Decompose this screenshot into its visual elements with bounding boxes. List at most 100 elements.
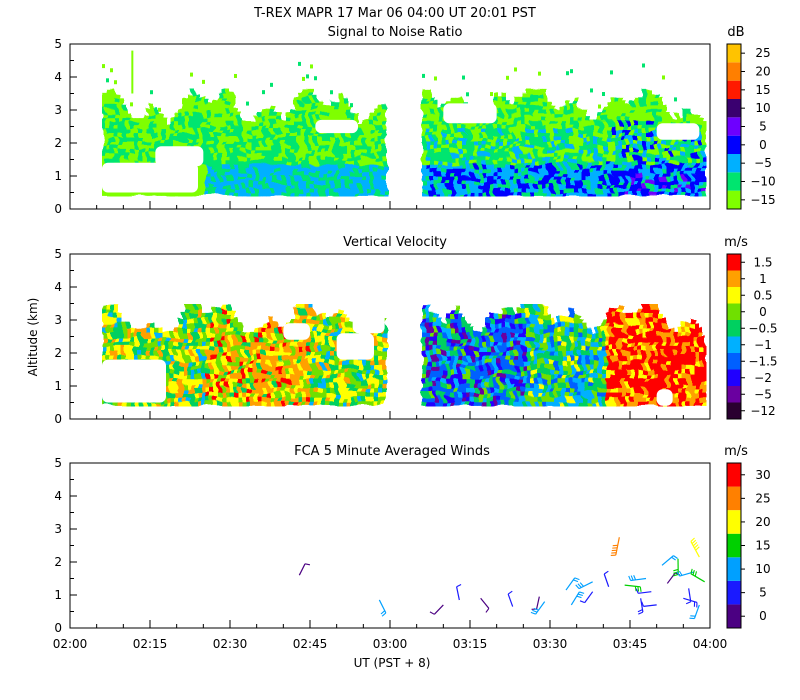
snr-cell [218, 168, 223, 173]
snr-cell [642, 108, 647, 114]
snr-cell [302, 140, 307, 145]
snr-cell [582, 152, 587, 157]
velocity-cell [458, 396, 463, 402]
snr-cell [694, 120, 699, 126]
snr-cell [126, 132, 131, 137]
snr-cell [334, 100, 339, 106]
snr-cell [526, 124, 531, 130]
snr-cell [542, 148, 547, 153]
velocity-cell [210, 368, 215, 375]
snr-cell [538, 148, 543, 153]
snr-cell [618, 116, 623, 122]
velocity-cell [190, 318, 195, 324]
snr-cell [130, 191, 135, 197]
snr-cell [470, 164, 475, 169]
snr-cell [214, 100, 219, 106]
snr-cell [222, 176, 227, 181]
snr-cell [170, 120, 175, 126]
snr-cell [314, 183, 319, 189]
velocity-cell [438, 336, 443, 342]
snr-cell [542, 152, 547, 157]
velocity-cell [286, 341, 291, 347]
snr-cell [234, 116, 239, 122]
snr-cell [258, 116, 263, 122]
velocity-cell [166, 382, 171, 388]
snr-cell [498, 108, 503, 114]
snr-cell [282, 156, 287, 161]
velocity-cell [282, 350, 287, 356]
velocity-cell [282, 336, 287, 342]
snr-cell [114, 160, 119, 165]
snr-cell [454, 156, 459, 161]
velocity-cell [258, 354, 263, 361]
snr-cell [426, 164, 431, 169]
snr-cell [426, 140, 431, 145]
snr-cell [202, 148, 207, 153]
snr-cell [558, 179, 563, 185]
snr-cell [302, 108, 307, 114]
snr-cell [370, 179, 375, 185]
velocity-cell [230, 368, 235, 375]
velocity-cell [238, 336, 243, 342]
velocity-cell [454, 382, 459, 388]
velocity-cell [438, 364, 443, 370]
velocity-cell [198, 401, 203, 407]
snr-cell [514, 156, 519, 161]
velocity-cell [222, 359, 227, 365]
snr-cell [530, 160, 535, 165]
snr-cell [466, 164, 471, 169]
velocity-cell [210, 327, 215, 333]
snr-cell [246, 183, 251, 189]
snr-cell [378, 172, 383, 177]
snr-cell [574, 148, 579, 153]
snr-cell [550, 132, 555, 137]
snr-cell [526, 191, 531, 197]
velocity-cell [106, 345, 111, 351]
snr-cell [486, 156, 491, 161]
snr-cell [430, 156, 435, 161]
velocity-cell [454, 313, 459, 319]
snr-cell [578, 191, 583, 197]
snr-cell [574, 164, 579, 169]
velocity-cell [178, 373, 183, 379]
velocity-cell [358, 391, 363, 398]
snr-cell [262, 191, 267, 197]
snr-cell [426, 112, 431, 118]
velocity-cell [190, 368, 195, 375]
snr-cell [526, 152, 531, 157]
snr-cell [370, 132, 375, 137]
velocity-cell [162, 401, 167, 407]
snr-cell [674, 112, 679, 118]
velocity-cell [130, 354, 135, 361]
snr-cell [506, 160, 511, 165]
snr-cell [582, 116, 587, 122]
snr-cell [682, 156, 687, 161]
velocity-cell [466, 382, 471, 388]
snr-cell [370, 176, 375, 181]
snr-cell [234, 183, 239, 189]
snr-cell [638, 148, 643, 153]
snr-cell [158, 120, 163, 126]
velocity-cell [174, 368, 179, 375]
snr-cell [422, 132, 427, 137]
snr-cell [266, 120, 271, 126]
snr-cell [246, 168, 251, 173]
colorbar-frame [726, 43, 742, 210]
snr-cell [474, 156, 479, 161]
snr-cell [650, 168, 655, 173]
snr-cell [562, 152, 567, 157]
snr-cell [470, 160, 475, 165]
snr-cell [314, 164, 319, 169]
snr-cell [542, 96, 547, 102]
snr-cell [382, 148, 387, 153]
snr-cell [342, 156, 347, 161]
snr-cell [354, 112, 359, 118]
velocity-cell [170, 387, 175, 393]
snr-cell [654, 112, 659, 118]
snr-cell [374, 108, 379, 114]
snr-cell [226, 120, 231, 126]
snr-cell [514, 152, 519, 157]
snr-cell [526, 183, 531, 189]
snr-cell [278, 164, 283, 169]
